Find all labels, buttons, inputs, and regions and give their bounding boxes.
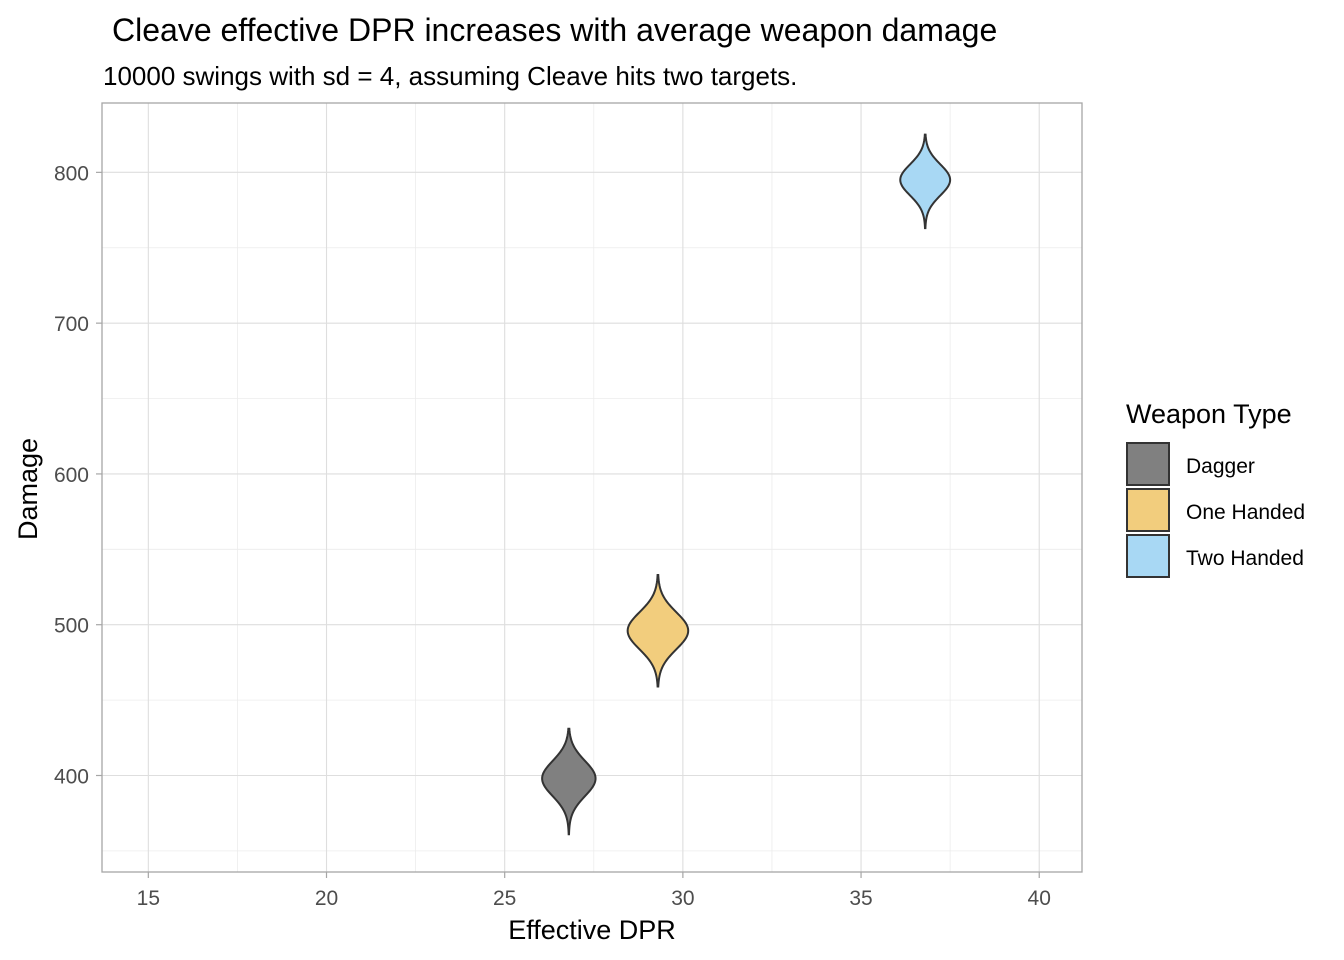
x-tick-label: 25: [493, 887, 516, 910]
legend-key-dagger: [1126, 442, 1170, 486]
legend-label-two-handed: Two Handed: [1186, 547, 1304, 570]
plot-background: [102, 103, 1082, 872]
x-tick-label: 40: [1028, 887, 1051, 910]
violin-dagger: [541, 727, 597, 836]
violin-one-handed: [626, 573, 690, 688]
x-axis-title: Effective DPR: [508, 915, 676, 945]
y-tick-label: 700: [54, 313, 89, 336]
violin-two-handed: [899, 133, 952, 230]
legend-label-one-handed: One Handed: [1186, 501, 1305, 524]
legend-label-dagger: Dagger: [1186, 455, 1255, 478]
y-tick-label: 600: [54, 464, 89, 487]
legend-key-two-handed: [1126, 534, 1170, 578]
legend-title: Weapon Type: [1126, 399, 1292, 429]
x-tick-label: 30: [671, 887, 694, 910]
x-tick-label: 35: [849, 887, 872, 910]
y-tick-label: 500: [54, 615, 89, 638]
y-tick-label: 400: [54, 765, 89, 788]
chart-title: Cleave effective DPR increases with aver…: [112, 12, 997, 48]
chart-subtitle: 10000 swings with sd = 4, assuming Cleav…: [103, 61, 797, 91]
plot-border: [101, 102, 1083, 873]
x-axis-ticks: 15 20 25 30 35 40: [137, 872, 1051, 910]
violin-layer: [541, 133, 952, 836]
y-tick-label: 800: [54, 162, 89, 185]
plot-panel: [101, 102, 1083, 873]
legend-key-one-handed: [1126, 488, 1170, 532]
x-tick-label: 20: [315, 887, 338, 910]
legend: Weapon Type Dagger One Handed Two Handed: [1126, 399, 1305, 578]
y-axis-title: Damage: [13, 438, 43, 540]
y-axis-ticks: 400 500 600 700 800: [54, 162, 102, 788]
x-tick-label: 15: [137, 887, 160, 910]
